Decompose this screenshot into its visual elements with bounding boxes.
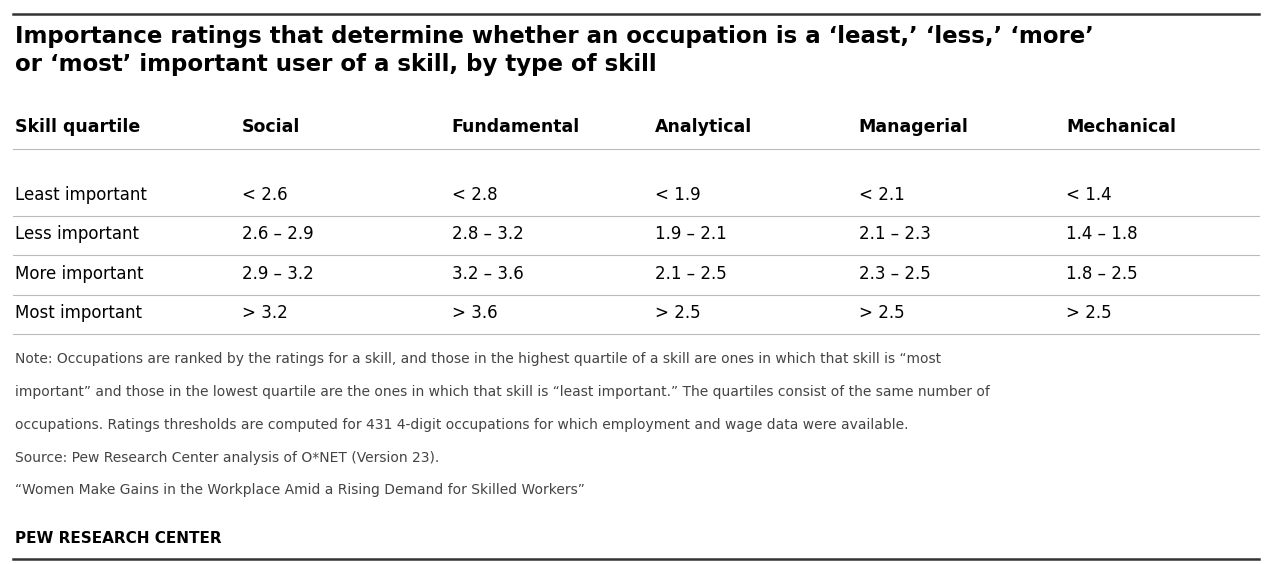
Text: 1.9 – 2.1: 1.9 – 2.1	[655, 225, 726, 243]
Text: > 3.6: > 3.6	[452, 304, 497, 322]
Text: < 1.4: < 1.4	[1066, 186, 1112, 204]
Text: > 2.5: > 2.5	[859, 304, 904, 322]
Text: 2.1 – 2.3: 2.1 – 2.3	[859, 225, 931, 243]
Text: Analytical: Analytical	[655, 118, 752, 136]
Text: “Women Make Gains in the Workplace Amid a Rising Demand for Skilled Workers”: “Women Make Gains in the Workplace Amid …	[15, 483, 585, 497]
Text: Managerial: Managerial	[859, 118, 968, 136]
Text: PEW RESEARCH CENTER: PEW RESEARCH CENTER	[15, 531, 221, 546]
Text: 2.8 – 3.2: 2.8 – 3.2	[452, 225, 523, 243]
Text: < 2.6: < 2.6	[242, 186, 287, 204]
Text: 1.8 – 2.5: 1.8 – 2.5	[1066, 265, 1137, 283]
Text: important” and those in the lowest quartile are the ones in which that skill is : important” and those in the lowest quart…	[15, 385, 990, 399]
Text: < 2.1: < 2.1	[859, 186, 904, 204]
Text: < 1.9: < 1.9	[655, 186, 701, 204]
Text: Least important: Least important	[15, 186, 148, 204]
Text: > 3.2: > 3.2	[242, 304, 287, 322]
Text: Mechanical: Mechanical	[1066, 118, 1175, 136]
Text: More important: More important	[15, 265, 144, 283]
Text: Skill quartile: Skill quartile	[15, 118, 140, 136]
Text: Fundamental: Fundamental	[452, 118, 580, 136]
Text: 2.6 – 2.9: 2.6 – 2.9	[242, 225, 313, 243]
Text: 2.3 – 2.5: 2.3 – 2.5	[859, 265, 930, 283]
Text: > 2.5: > 2.5	[1066, 304, 1112, 322]
Text: Social: Social	[242, 118, 300, 136]
Text: 1.4 – 1.8: 1.4 – 1.8	[1066, 225, 1137, 243]
Text: occupations. Ratings thresholds are computed for 431 4-digit occupations for whi: occupations. Ratings thresholds are comp…	[15, 418, 908, 432]
Text: 2.9 – 3.2: 2.9 – 3.2	[242, 265, 313, 283]
Text: Note: Occupations are ranked by the ratings for a skill, and those in the highes: Note: Occupations are ranked by the rati…	[15, 352, 941, 367]
Text: > 2.5: > 2.5	[655, 304, 701, 322]
Text: Most important: Most important	[15, 304, 142, 322]
Text: < 2.8: < 2.8	[452, 186, 497, 204]
Text: Importance ratings that determine whether an occupation is a ‘least,’ ‘less,’ ‘m: Importance ratings that determine whethe…	[15, 25, 1094, 76]
Text: Source: Pew Research Center analysis of O*NET (Version 23).: Source: Pew Research Center analysis of …	[15, 451, 440, 465]
Text: Less important: Less important	[15, 225, 139, 243]
Text: 3.2 – 3.6: 3.2 – 3.6	[452, 265, 523, 283]
Text: 2.1 – 2.5: 2.1 – 2.5	[655, 265, 726, 283]
